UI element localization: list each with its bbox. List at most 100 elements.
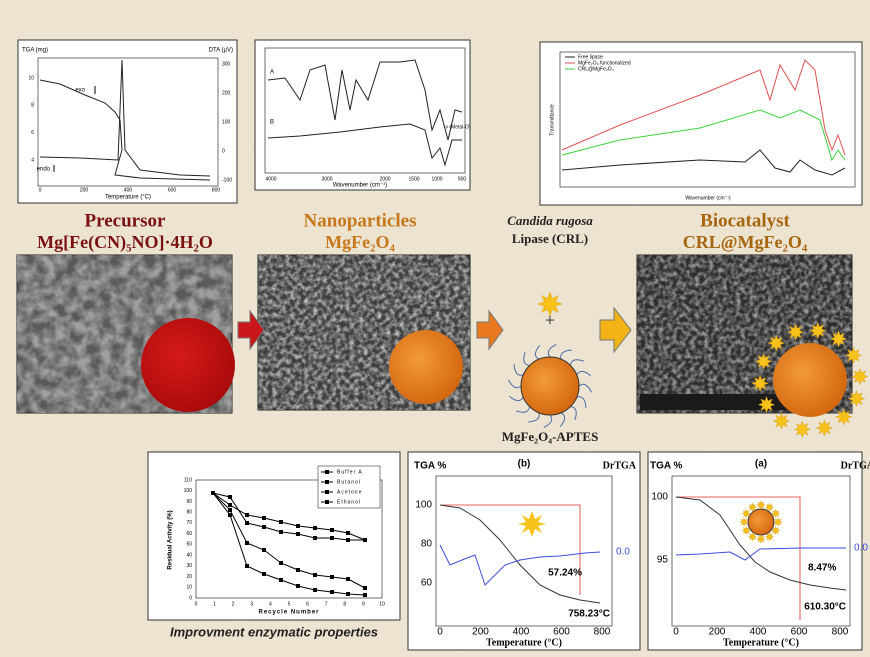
tick-label: 400: [124, 187, 133, 193]
tick-label: 6: [31, 130, 34, 136]
tick-label: 100: [184, 488, 193, 494]
plot-frame: [264, 47, 466, 174]
curve-marker: [330, 575, 334, 579]
tick-label: 40: [186, 552, 192, 558]
curve-marker: [245, 513, 249, 517]
stage-title: Nanoparticles: [304, 210, 417, 231]
stage-formula: CRL@MgFe₂O₄: [683, 232, 808, 252]
legend-entry: Ethanol: [337, 499, 361, 505]
enzyme-icon: [815, 419, 834, 437]
axis-label: Residual Activity (%): [168, 510, 174, 569]
aptes-chain: [547, 344, 557, 358]
tick-label: 100: [415, 500, 432, 511]
tick-label: 4000: [265, 176, 276, 182]
enzyme-icon: [767, 334, 786, 352]
tick-label: 400: [750, 627, 767, 638]
ftir-panel: A B ν (Metal-O) Wavenumber (cm⁻¹) 4000 30…: [254, 39, 471, 191]
tick-label: 0.0: [616, 547, 630, 558]
tick-label: 500: [458, 176, 467, 182]
annotation: 8.47%: [808, 563, 836, 574]
aptes-chain: [534, 344, 541, 360]
enzyme-icon: [764, 502, 775, 513]
arrow: [599, 306, 632, 354]
plot-frame: [37, 57, 219, 187]
tick-label: 0: [189, 595, 192, 601]
tick-label: 800: [832, 627, 849, 638]
enzyme-icon: [772, 412, 791, 430]
curve-marker: [228, 513, 232, 517]
curve-marker: [245, 564, 249, 568]
legend-marker: [325, 490, 329, 494]
tick-label: 60: [421, 578, 433, 589]
curve-marker: [228, 503, 232, 507]
curve-marker: [262, 548, 266, 552]
aptes-chain: [560, 349, 572, 360]
legend-marker: [325, 470, 329, 474]
ftir-compare-panel: Free lipase MgFe₂O₄ functionalized CRL@M…: [539, 41, 863, 206]
arrow: [237, 309, 265, 351]
tick-label: 9: [362, 601, 365, 607]
panel-label: (a): [755, 459, 767, 470]
enzyme-icon: [741, 508, 752, 519]
annotation: endo: [37, 167, 51, 173]
ethanol-curve: [212, 492, 366, 589]
axis-label: Temperature (°C): [486, 637, 562, 648]
annotation: ν (Metal-O): [446, 124, 471, 130]
curve-marker: [228, 508, 232, 512]
annotation: exo: [75, 88, 85, 94]
tick-label: 100: [222, 119, 231, 125]
annotation: 610.30°C: [804, 602, 846, 613]
species-label: Candida rugosa: [507, 213, 593, 228]
aptes-chain: [543, 414, 553, 428]
curve-marker: [346, 592, 350, 596]
curve-marker: [296, 584, 300, 588]
butanol-curve: [212, 492, 365, 541]
tga-a-panel: TGA % (a) DrTGA 100 95 0.0 0 200 400 600 800 Temper…: [647, 451, 870, 651]
tick-label: 400: [513, 627, 530, 638]
curve-marker: [296, 532, 300, 536]
legend-entry: Buffer A: [337, 469, 363, 475]
dtga-curve: [675, 547, 846, 561]
enzyme-icon: [793, 420, 811, 439]
tick-label: 2: [232, 601, 235, 607]
tick-label: 8: [343, 601, 346, 607]
tick-label: 200: [222, 90, 231, 96]
tick-label: 80: [186, 510, 192, 516]
enzyme-icon: [834, 408, 853, 426]
curve-marker: [313, 588, 317, 592]
aptes-chain: [523, 352, 530, 366]
tick-label: 600: [168, 187, 177, 193]
tick-label: 0: [39, 187, 42, 193]
support-label: MgFe₂O₄-APTES: [502, 429, 599, 444]
tick-label: 0: [437, 627, 443, 638]
tick-label: 10: [186, 585, 192, 591]
curve-marker: [313, 536, 317, 540]
legend-marker: [325, 480, 329, 484]
tick-label: 5: [288, 601, 291, 607]
tga-curve: [675, 496, 847, 591]
plot-frame: [195, 479, 383, 599]
tick-label: 3000: [321, 176, 332, 182]
reuse-panel: 0 10 20 30 40 50 60 70 80 90 100 110 0 1 2 3 4 5 6 7 8 9 10 Res…: [147, 451, 401, 621]
curve-marker: [228, 495, 232, 499]
panel-frame: [254, 39, 471, 191]
nanoparticle: [389, 330, 463, 404]
crl-curve: [561, 149, 846, 176]
curve-label: B: [270, 120, 274, 126]
curve-marker: [330, 536, 334, 540]
tick-label: 4: [269, 601, 272, 607]
tick-label: 7: [325, 601, 328, 607]
axis-label: Wavenumber (cm⁻¹): [685, 195, 731, 201]
tga-curve: [439, 504, 601, 604]
aptes-chain: [513, 364, 524, 376]
enzyme-icon: [739, 517, 749, 527]
aptes-chain: [570, 406, 577, 420]
tick-label: 10: [28, 75, 34, 81]
ftir-curve-b: [267, 123, 462, 167]
legend-entry: CRL@MgFe₂O₄: [578, 66, 614, 72]
curve-marker: [330, 528, 334, 532]
stage-title: Precursor: [85, 210, 166, 231]
tick-label: 0: [673, 627, 679, 638]
curve-marker: [279, 561, 283, 565]
